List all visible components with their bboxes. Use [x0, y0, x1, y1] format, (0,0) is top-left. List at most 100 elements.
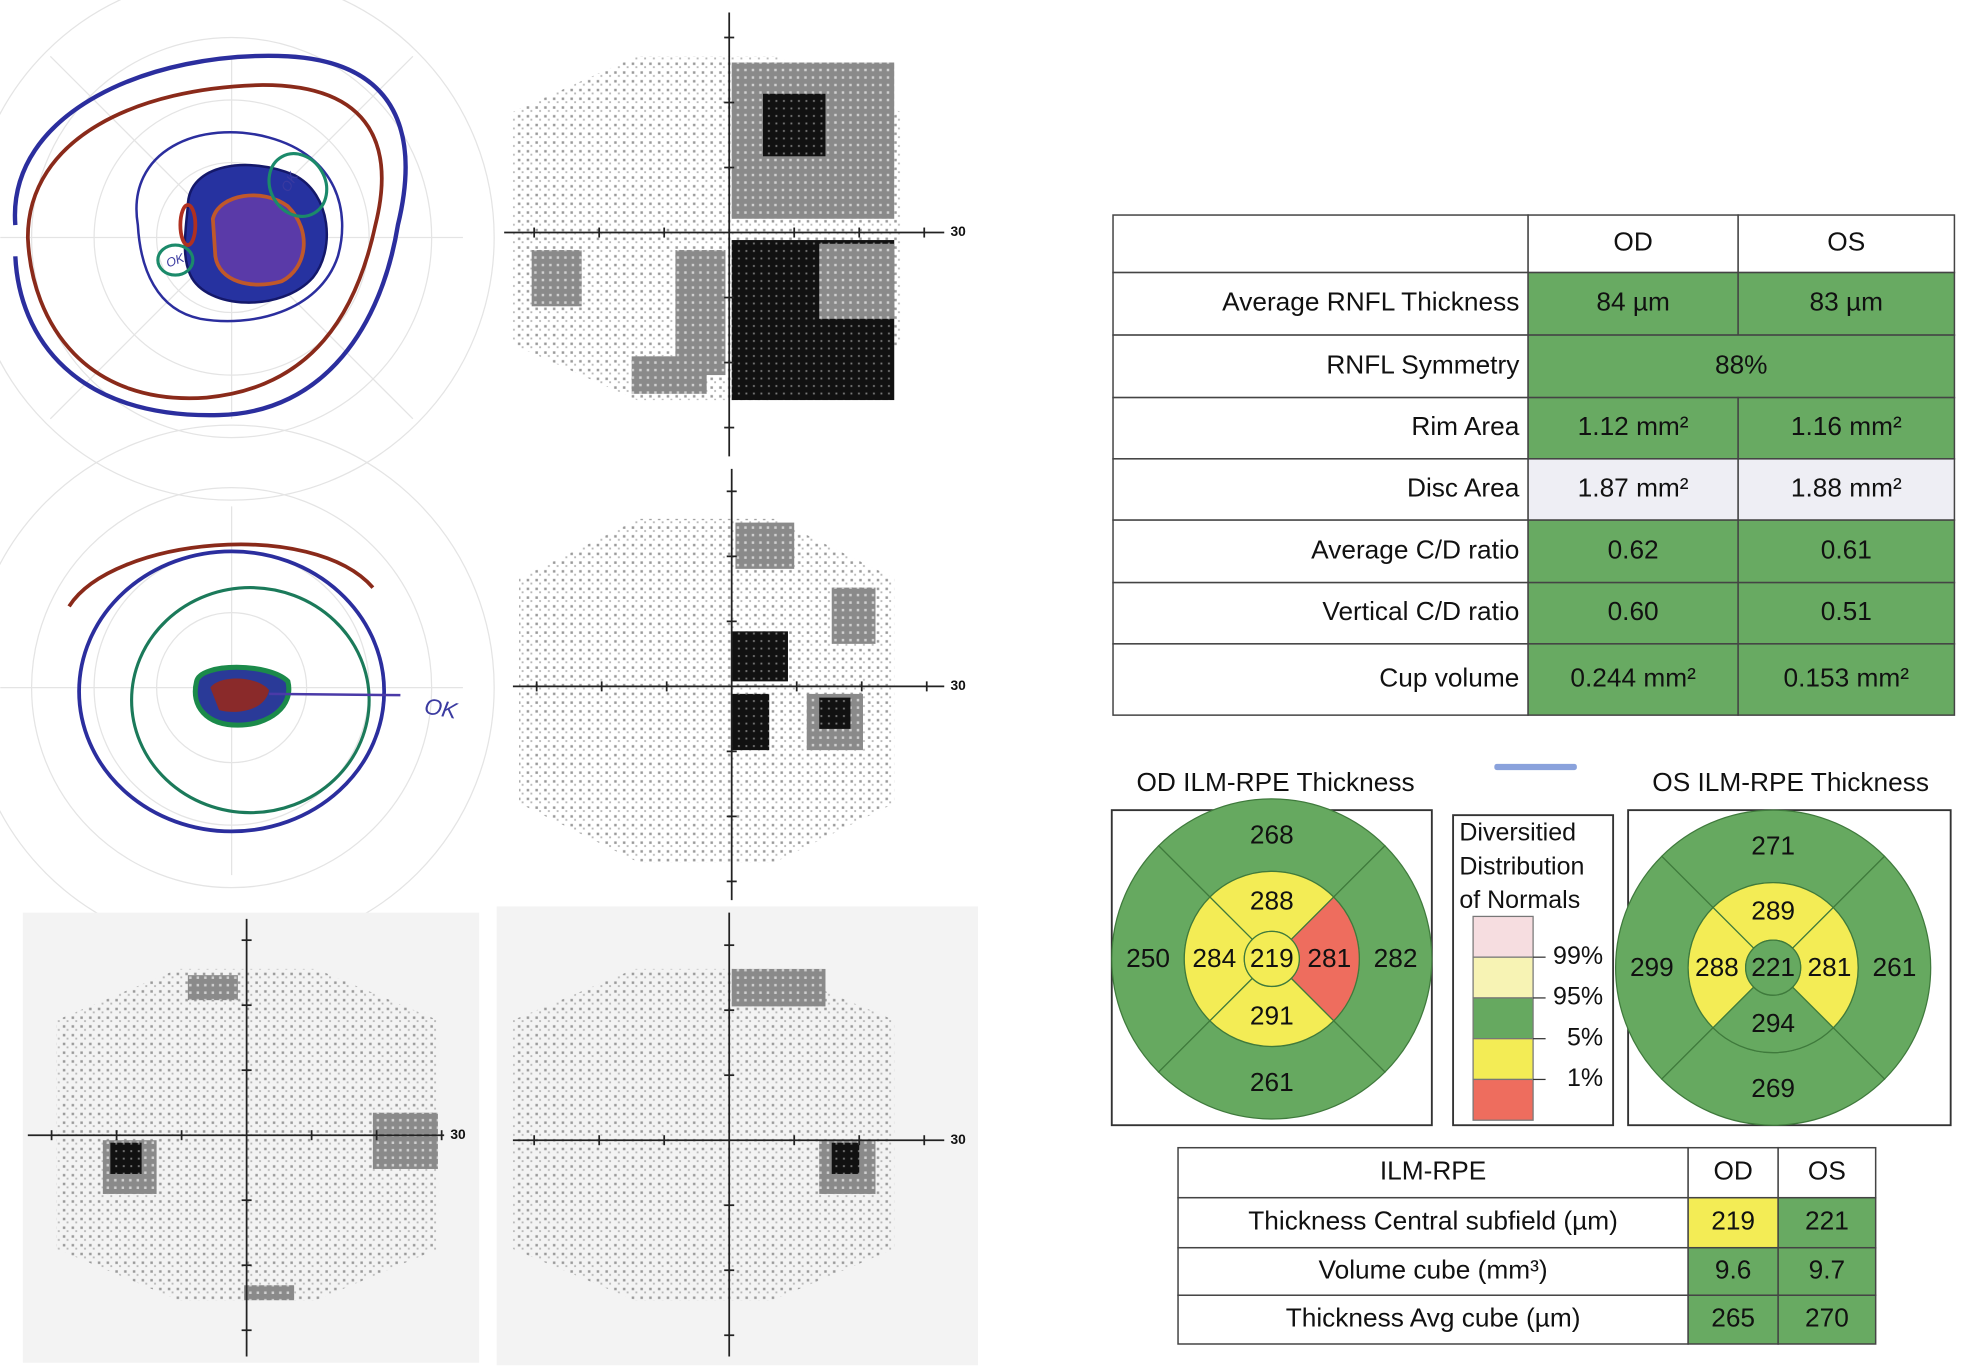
legend-swatch	[1472, 1078, 1534, 1121]
sector-value: 261	[1250, 1067, 1294, 1097]
field-dots	[519, 518, 895, 863]
table-cell	[1687, 1246, 1779, 1296]
cell-value: 0.61	[1821, 534, 1872, 564]
row-label: Rim Area	[1411, 411, 1519, 441]
defect-patch	[531, 250, 582, 307]
cell-value: 221	[1805, 1206, 1849, 1236]
table-cell	[1527, 581, 1739, 645]
sector-value: 261	[1873, 952, 1917, 982]
table-cell	[1737, 271, 1956, 336]
cell-value: 1.87 mm²	[1578, 472, 1689, 502]
cell-value: 9.7	[1809, 1254, 1846, 1284]
cell-value: 1.16 mm²	[1791, 411, 1902, 441]
cell-value: 1.12 mm²	[1578, 411, 1689, 441]
row-label: Vertical C/D ratio	[1322, 596, 1519, 626]
decor-line	[1494, 763, 1577, 771]
table-cell	[1737, 643, 1956, 716]
table-cell	[1177, 1146, 1689, 1199]
table-cell	[1112, 519, 1529, 584]
cell-value: 0.51	[1821, 596, 1872, 626]
table-cell	[1527, 643, 1739, 716]
table-cell	[1737, 581, 1956, 645]
table-cell	[1177, 1246, 1689, 1296]
defect-patch	[731, 631, 788, 682]
defect-patch	[762, 93, 826, 157]
defect-patch	[831, 1142, 860, 1174]
row-label: Volume cube (mm³)	[1319, 1254, 1548, 1284]
column-header: OD	[1713, 1156, 1752, 1186]
axis-label: 30	[950, 678, 966, 693]
sector-value: 268	[1250, 819, 1294, 849]
goldmann-plot	[0, 424, 495, 951]
column-header: OD	[1613, 227, 1652, 257]
center-value: 221	[1751, 952, 1795, 982]
table-cell	[1177, 1196, 1689, 1249]
legend-label: 99%	[1553, 942, 1603, 970]
defect-patch	[735, 522, 795, 569]
table-cell	[1777, 1196, 1877, 1249]
sector-value: 269	[1751, 1073, 1795, 1103]
annotation: OK	[422, 693, 459, 723]
sector-value: 291	[1250, 1001, 1294, 1031]
column-header: ILM-RPE	[1380, 1156, 1486, 1186]
defect-patch	[731, 968, 826, 1007]
defect-patch	[831, 587, 876, 644]
sector-value: 250	[1126, 943, 1170, 973]
row-label: Average RNFL Thickness	[1222, 287, 1519, 317]
defect-patch	[731, 693, 770, 751]
table-cell	[1112, 581, 1529, 645]
axis-label: 30	[950, 1132, 966, 1147]
cell-value: 0.62	[1608, 534, 1659, 564]
cell-value: 84 µm	[1596, 287, 1669, 317]
table-cell	[1777, 1146, 1877, 1199]
legend-label: 5%	[1567, 1023, 1603, 1051]
map-center	[1745, 939, 1802, 996]
table-cell	[1527, 458, 1739, 521]
row-label: Thickness Central subfield (µm)	[1248, 1206, 1618, 1236]
table-cell	[1737, 458, 1956, 521]
cell-value: 270	[1805, 1303, 1849, 1333]
legend-swatch	[1472, 956, 1534, 999]
legend-label: 1%	[1567, 1064, 1603, 1092]
cell-value: 219	[1711, 1206, 1755, 1236]
cell-value: 265	[1711, 1303, 1755, 1333]
defect-patch	[244, 1285, 295, 1301]
defect-patch	[372, 1112, 438, 1169]
row-label: Thickness Avg cube (µm)	[1286, 1303, 1581, 1333]
cell-value: 88%	[1715, 349, 1768, 379]
legend-title: of Normals	[1459, 886, 1580, 914]
sector-value: 284	[1192, 943, 1236, 973]
defect-patch	[675, 250, 726, 376]
row-label: Disc Area	[1407, 472, 1520, 502]
legend-title: Diversitied	[1459, 819, 1576, 847]
row-label: Cup volume	[1379, 662, 1519, 692]
legend-label: 95%	[1553, 983, 1603, 1011]
axis-label: 30	[450, 1127, 466, 1142]
cell-value: 0.244 mm²	[1570, 662, 1696, 692]
defect-patch	[187, 975, 238, 1001]
table-cell	[1737, 214, 1956, 274]
map-center	[1243, 930, 1300, 988]
cell-value: 83 µm	[1810, 287, 1883, 317]
sector-value: 271	[1751, 831, 1795, 861]
table-cell	[1777, 1246, 1877, 1296]
legend-swatch	[1472, 997, 1534, 1040]
sector-value: 288	[1695, 952, 1739, 982]
table-cell	[1527, 271, 1739, 336]
defect-patch	[819, 697, 851, 729]
defect-patch	[631, 356, 707, 394]
table-cell	[1112, 214, 1529, 274]
row-label: Average C/D ratio	[1311, 534, 1519, 564]
table-cell	[1777, 1294, 1877, 1345]
table-cell	[1687, 1196, 1779, 1249]
cell-value: 0.60	[1608, 596, 1659, 626]
sector-value: 288	[1250, 886, 1294, 916]
column-header: OS	[1827, 227, 1865, 257]
table-cell	[1112, 271, 1529, 336]
legend-title: Distribution	[1459, 852, 1584, 880]
sector-value: 289	[1751, 896, 1795, 926]
sector-value: 282	[1374, 943, 1418, 973]
table-cell	[1527, 519, 1739, 584]
map-title: OD ILM-RPE Thickness	[1136, 767, 1414, 797]
